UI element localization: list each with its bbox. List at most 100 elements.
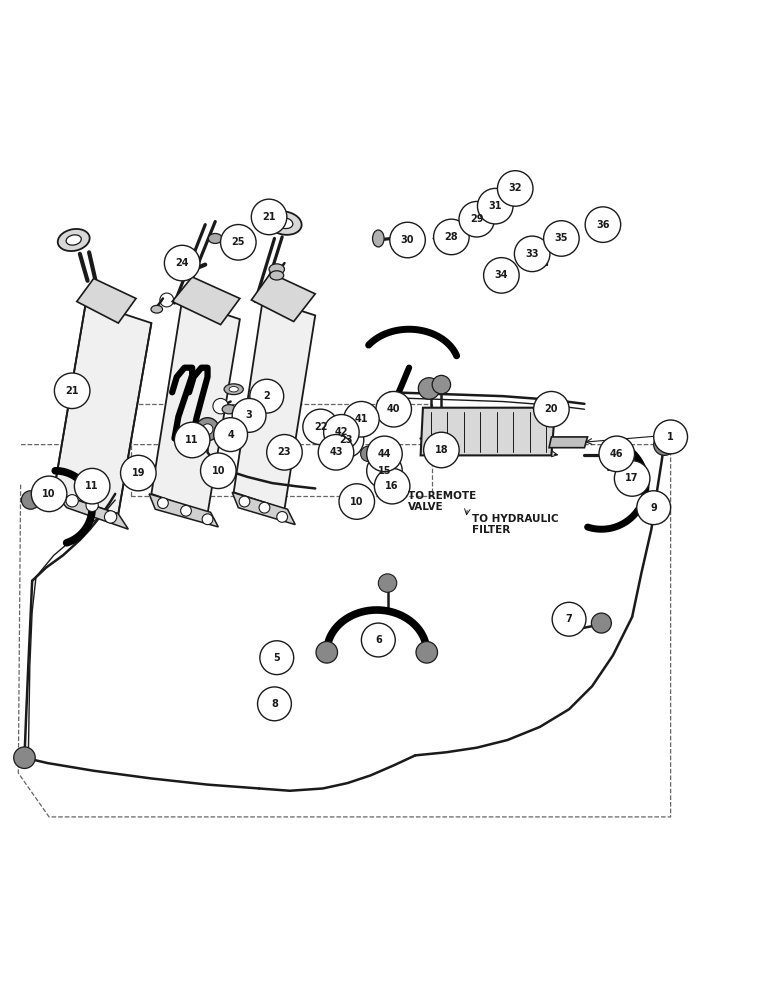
Circle shape (54, 373, 90, 409)
Text: TO HYDRAULIC
FILTER: TO HYDRAULIC FILTER (472, 514, 559, 535)
Circle shape (654, 420, 688, 454)
Polygon shape (232, 492, 295, 525)
Text: 28: 28 (445, 232, 459, 242)
Text: 34: 34 (495, 270, 508, 280)
Circle shape (252, 199, 287, 235)
Ellipse shape (151, 305, 163, 313)
Text: 44: 44 (378, 449, 391, 459)
Text: 21: 21 (262, 212, 276, 222)
FancyBboxPatch shape (377, 400, 401, 418)
Circle shape (22, 491, 40, 509)
Circle shape (202, 424, 213, 435)
Circle shape (157, 498, 168, 508)
Ellipse shape (311, 420, 325, 429)
Circle shape (637, 491, 671, 525)
Ellipse shape (276, 218, 293, 229)
Circle shape (416, 642, 438, 663)
Text: 11: 11 (185, 435, 199, 445)
Circle shape (221, 225, 256, 260)
Circle shape (552, 602, 586, 636)
Circle shape (424, 432, 459, 468)
Circle shape (181, 505, 191, 516)
Circle shape (361, 623, 395, 657)
Circle shape (214, 418, 248, 452)
Circle shape (266, 435, 302, 470)
Circle shape (196, 418, 219, 441)
Circle shape (303, 409, 338, 445)
Polygon shape (421, 408, 555, 455)
Circle shape (449, 223, 466, 240)
Polygon shape (149, 494, 218, 527)
Ellipse shape (269, 264, 284, 275)
Circle shape (432, 375, 451, 394)
Circle shape (344, 401, 379, 437)
Circle shape (339, 484, 374, 519)
Text: 36: 36 (596, 220, 610, 230)
Circle shape (202, 514, 213, 525)
Circle shape (543, 221, 579, 256)
Text: 23: 23 (339, 435, 353, 445)
FancyBboxPatch shape (329, 445, 347, 459)
Circle shape (367, 436, 402, 472)
Circle shape (328, 422, 364, 458)
Circle shape (459, 201, 495, 237)
Circle shape (316, 642, 337, 663)
Polygon shape (76, 278, 136, 323)
Text: 16: 16 (385, 481, 399, 491)
Circle shape (201, 453, 236, 489)
Circle shape (14, 747, 36, 768)
Polygon shape (252, 273, 315, 322)
Text: 43: 43 (329, 447, 343, 457)
Text: 30: 30 (401, 235, 415, 245)
Text: 8: 8 (271, 699, 278, 709)
Circle shape (434, 219, 469, 255)
Circle shape (250, 379, 283, 413)
Text: 29: 29 (470, 214, 483, 224)
Text: 25: 25 (232, 237, 245, 247)
Text: 18: 18 (435, 445, 449, 455)
Circle shape (260, 641, 293, 675)
Circle shape (503, 179, 518, 195)
Circle shape (477, 188, 513, 224)
Text: 21: 21 (66, 386, 79, 396)
Text: 6: 6 (375, 635, 381, 645)
Text: 31: 31 (489, 201, 502, 211)
Text: 1: 1 (667, 432, 674, 442)
Circle shape (374, 468, 410, 504)
Text: 5: 5 (273, 653, 280, 663)
Ellipse shape (373, 230, 384, 247)
Circle shape (213, 398, 229, 414)
Text: 10: 10 (42, 489, 56, 499)
Polygon shape (151, 300, 240, 514)
Ellipse shape (330, 425, 342, 434)
Circle shape (367, 453, 402, 489)
Ellipse shape (267, 211, 302, 235)
Circle shape (483, 258, 519, 293)
Circle shape (323, 415, 359, 450)
Circle shape (390, 222, 425, 258)
Text: 15: 15 (378, 466, 391, 476)
Ellipse shape (270, 271, 283, 280)
Circle shape (615, 461, 650, 496)
Text: 41: 41 (354, 414, 368, 424)
Ellipse shape (229, 387, 239, 392)
Circle shape (239, 496, 250, 507)
Circle shape (514, 236, 550, 272)
Text: 46: 46 (610, 449, 624, 459)
Polygon shape (549, 437, 587, 448)
FancyBboxPatch shape (524, 248, 547, 265)
Text: 9: 9 (650, 503, 657, 513)
Circle shape (378, 574, 397, 592)
Text: 42: 42 (334, 427, 348, 437)
Text: 7: 7 (566, 614, 573, 624)
Text: 20: 20 (544, 404, 558, 414)
Text: 24: 24 (175, 258, 189, 268)
Text: 11: 11 (86, 481, 99, 491)
Circle shape (533, 391, 569, 427)
Circle shape (120, 455, 156, 491)
Circle shape (318, 435, 354, 470)
Circle shape (585, 207, 621, 242)
Circle shape (277, 512, 287, 522)
Circle shape (74, 468, 110, 504)
Polygon shape (54, 302, 151, 514)
